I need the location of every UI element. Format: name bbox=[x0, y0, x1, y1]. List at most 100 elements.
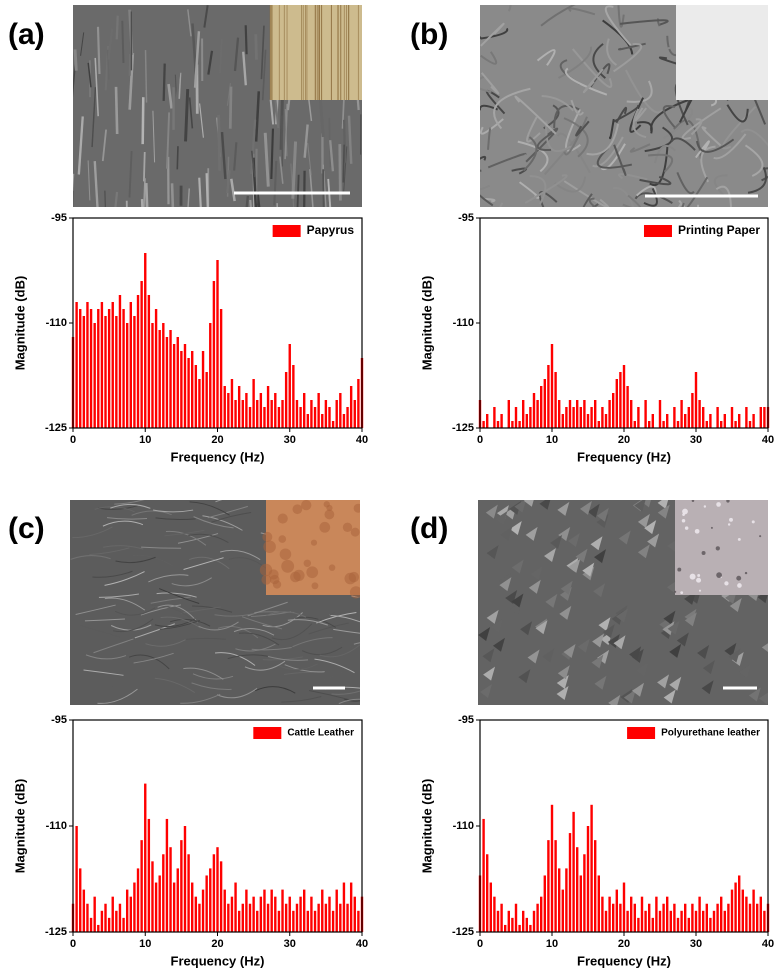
legend-label: Papyrus bbox=[307, 223, 355, 237]
inset-texture bbox=[682, 513, 685, 516]
texture bbox=[115, 15, 119, 40]
texture bbox=[480, 72, 500, 95]
spike bbox=[518, 421, 521, 428]
texture bbox=[308, 622, 349, 635]
spike bbox=[540, 896, 543, 932]
texture bbox=[250, 119, 257, 175]
texture bbox=[316, 612, 357, 624]
spike bbox=[594, 840, 597, 932]
texture bbox=[493, 87, 531, 130]
texture bbox=[284, 108, 288, 157]
texture bbox=[255, 191, 261, 207]
texture bbox=[207, 50, 214, 75]
inset-texture bbox=[328, 564, 336, 571]
texture bbox=[228, 86, 233, 129]
texture bbox=[114, 86, 119, 135]
texture bbox=[480, 184, 491, 191]
texture bbox=[170, 183, 175, 207]
spike bbox=[565, 868, 568, 932]
spike bbox=[306, 910, 310, 932]
spike bbox=[288, 344, 291, 428]
texture bbox=[744, 144, 764, 177]
spike bbox=[511, 917, 514, 932]
spike bbox=[133, 882, 136, 932]
spike bbox=[321, 889, 324, 932]
texture bbox=[657, 674, 670, 689]
texture bbox=[192, 605, 233, 613]
texture bbox=[695, 138, 735, 153]
x-tick-label: 20 bbox=[618, 938, 630, 950]
texture bbox=[159, 619, 200, 630]
texture bbox=[613, 43, 643, 73]
texture bbox=[270, 128, 275, 180]
legend-label: Polyurethane leather bbox=[661, 728, 760, 739]
texture bbox=[128, 53, 132, 76]
spike bbox=[651, 414, 654, 428]
inset-texture bbox=[703, 505, 707, 508]
x-tick-label: 20 bbox=[211, 938, 223, 950]
texture bbox=[480, 169, 494, 207]
spike bbox=[216, 847, 219, 932]
spike bbox=[720, 896, 723, 932]
texture bbox=[663, 689, 676, 704]
texture bbox=[539, 500, 551, 510]
texture bbox=[72, 526, 113, 539]
spike bbox=[579, 875, 582, 932]
texture bbox=[154, 618, 196, 628]
inset-texture bbox=[710, 526, 713, 529]
texture bbox=[93, 638, 134, 654]
texture bbox=[514, 500, 527, 513]
texture bbox=[678, 202, 683, 207]
texture bbox=[636, 121, 653, 134]
texture bbox=[670, 137, 696, 151]
texture bbox=[518, 669, 531, 684]
texture bbox=[233, 142, 238, 171]
inset-texture bbox=[281, 559, 295, 573]
texture bbox=[643, 187, 658, 207]
spike bbox=[648, 421, 651, 428]
texture bbox=[77, 116, 84, 175]
spike bbox=[745, 407, 748, 428]
texture bbox=[244, 660, 286, 671]
texture bbox=[261, 49, 267, 101]
x-tick-label: 0 bbox=[70, 938, 76, 950]
spike bbox=[194, 365, 198, 428]
inset-texture bbox=[737, 537, 741, 541]
spike bbox=[514, 407, 518, 428]
x-tick-label: 40 bbox=[762, 434, 774, 446]
texture bbox=[560, 580, 573, 595]
texture bbox=[134, 623, 175, 639]
y-tick-label: -95 bbox=[51, 212, 67, 224]
texture bbox=[148, 574, 189, 583]
texture bbox=[85, 654, 127, 660]
spike bbox=[536, 903, 539, 932]
spike bbox=[129, 896, 132, 932]
texture bbox=[499, 577, 512, 592]
spike bbox=[313, 407, 317, 428]
texture bbox=[597, 649, 610, 664]
spike bbox=[324, 400, 328, 428]
spike bbox=[75, 826, 78, 932]
spike bbox=[547, 840, 550, 932]
spike bbox=[89, 309, 93, 428]
spike bbox=[125, 323, 129, 428]
spike bbox=[540, 386, 543, 428]
texture bbox=[154, 677, 196, 693]
spike bbox=[507, 910, 510, 932]
texture bbox=[170, 618, 211, 627]
texture bbox=[271, 623, 313, 641]
inset-texture bbox=[696, 577, 702, 583]
spike bbox=[727, 903, 730, 932]
spike bbox=[321, 414, 324, 428]
spike bbox=[234, 882, 237, 932]
texture bbox=[511, 559, 524, 574]
spike bbox=[741, 889, 744, 932]
texture bbox=[128, 150, 133, 198]
texture bbox=[480, 75, 492, 93]
texture bbox=[542, 648, 555, 663]
texture bbox=[353, 642, 360, 645]
inset-texture bbox=[311, 582, 319, 590]
spike bbox=[353, 400, 356, 428]
texture bbox=[681, 107, 722, 140]
texture bbox=[115, 556, 156, 564]
